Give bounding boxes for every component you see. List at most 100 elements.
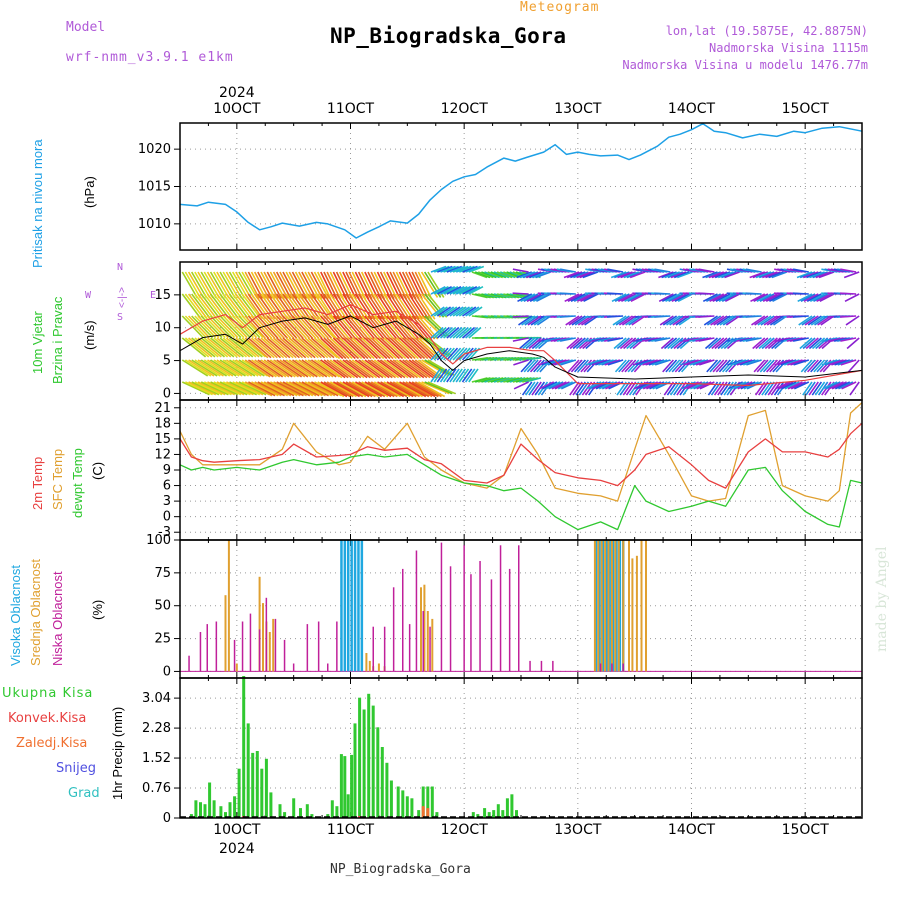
wind-barb xyxy=(307,293,327,320)
wind-barb xyxy=(314,359,340,378)
rain-bar xyxy=(208,782,212,818)
wind-barb xyxy=(295,359,321,378)
wind-barb xyxy=(443,326,457,339)
wind-barb xyxy=(708,337,722,350)
wind-barb xyxy=(718,293,734,303)
wind-barb xyxy=(408,359,434,379)
wind-barb xyxy=(213,381,242,396)
wind-barb xyxy=(354,359,381,379)
wind-barb xyxy=(797,293,813,303)
wind-barb xyxy=(730,359,747,366)
wind-barb xyxy=(659,315,674,326)
wind-barb xyxy=(455,347,468,361)
wind-barb xyxy=(225,271,243,299)
wind-barb xyxy=(357,271,373,300)
rain-bar xyxy=(278,804,282,818)
wind-barb xyxy=(184,359,212,377)
wind-barb xyxy=(386,315,407,340)
wind-barb xyxy=(577,359,589,373)
cloud-mid-bar xyxy=(631,558,634,672)
wind-barb xyxy=(531,381,542,396)
wind-barb xyxy=(228,337,254,358)
y-tick-label: 6 xyxy=(163,479,171,494)
wind-barb xyxy=(674,293,690,303)
wind-barb xyxy=(837,359,854,366)
cloud-mid-bar xyxy=(368,660,371,672)
wind-barb xyxy=(383,381,411,398)
wind-barb xyxy=(452,326,466,339)
wind-barb xyxy=(279,315,301,339)
y-tick-label: 15 xyxy=(154,288,171,303)
wind-barb xyxy=(477,271,494,279)
wind-barb xyxy=(496,271,513,279)
wind-barb xyxy=(216,337,241,358)
wind-barb xyxy=(213,293,233,319)
wind-barb xyxy=(298,381,326,397)
rain-bar xyxy=(292,798,296,818)
wind-barb xyxy=(745,315,762,318)
wind-barb xyxy=(250,293,270,320)
rain-bar xyxy=(430,786,434,818)
wind-barb xyxy=(398,337,423,360)
rain-bar xyxy=(358,697,362,818)
wind-barb xyxy=(247,337,272,359)
wind-barb xyxy=(765,293,781,303)
wind-barb xyxy=(808,381,819,396)
cloud-mid-bar xyxy=(268,632,271,672)
cloud-mid-bar xyxy=(628,540,630,672)
rain-bar xyxy=(228,802,232,818)
wind-barb xyxy=(461,326,476,339)
wind-barb xyxy=(263,359,290,378)
wind-barb xyxy=(395,293,414,320)
wind-barb xyxy=(219,337,244,358)
rain-bar xyxy=(476,814,480,818)
wind-barb xyxy=(446,347,459,361)
wind-barb xyxy=(452,285,468,295)
wind-barb xyxy=(336,381,364,398)
rain-bar xyxy=(255,751,259,818)
wind-barb xyxy=(512,268,529,273)
wind-barb xyxy=(200,293,220,319)
wind-barb xyxy=(241,359,268,377)
wind-barb xyxy=(238,293,258,319)
wind-barb xyxy=(386,293,404,320)
wind-barb xyxy=(792,292,809,295)
wind-barb xyxy=(695,359,712,366)
wind-barb xyxy=(455,265,472,273)
rain-bar xyxy=(435,812,439,818)
cloud-mid-bar xyxy=(224,595,227,672)
wind-barb xyxy=(461,347,474,361)
wind-barb xyxy=(834,359,851,366)
wind-barb xyxy=(455,326,469,339)
wind-barb xyxy=(392,271,408,300)
wind-barb xyxy=(282,271,298,299)
cloud-low-bar xyxy=(518,545,520,672)
wind-barb xyxy=(671,293,687,303)
wind-barb xyxy=(462,285,478,295)
wind-barb xyxy=(282,337,307,359)
wind-barb xyxy=(461,368,473,383)
wind-barb xyxy=(188,315,210,339)
wind-barb xyxy=(677,293,693,303)
wind-barb xyxy=(818,271,835,279)
wind-barb xyxy=(229,381,258,396)
cloud-mid-bar xyxy=(610,540,613,672)
wind-barb xyxy=(583,293,599,303)
wind-barb xyxy=(812,271,828,279)
wind-barb xyxy=(248,381,276,397)
wind-barb xyxy=(821,359,838,366)
rain-bar xyxy=(237,768,241,818)
wind-barb xyxy=(458,285,474,295)
y-tick-label: 2.28 xyxy=(142,721,171,736)
wind-barb xyxy=(503,377,520,383)
wind-barb xyxy=(181,337,207,358)
wind-barb xyxy=(570,271,586,279)
wind-barb xyxy=(197,337,222,358)
wind-barb xyxy=(191,271,208,299)
wind-barb xyxy=(811,337,826,350)
wind-barb xyxy=(257,271,273,299)
wind-barb xyxy=(301,359,328,378)
cloud-low-bar xyxy=(599,663,602,672)
wind-barb xyxy=(219,381,248,396)
wind-barb xyxy=(724,271,740,279)
